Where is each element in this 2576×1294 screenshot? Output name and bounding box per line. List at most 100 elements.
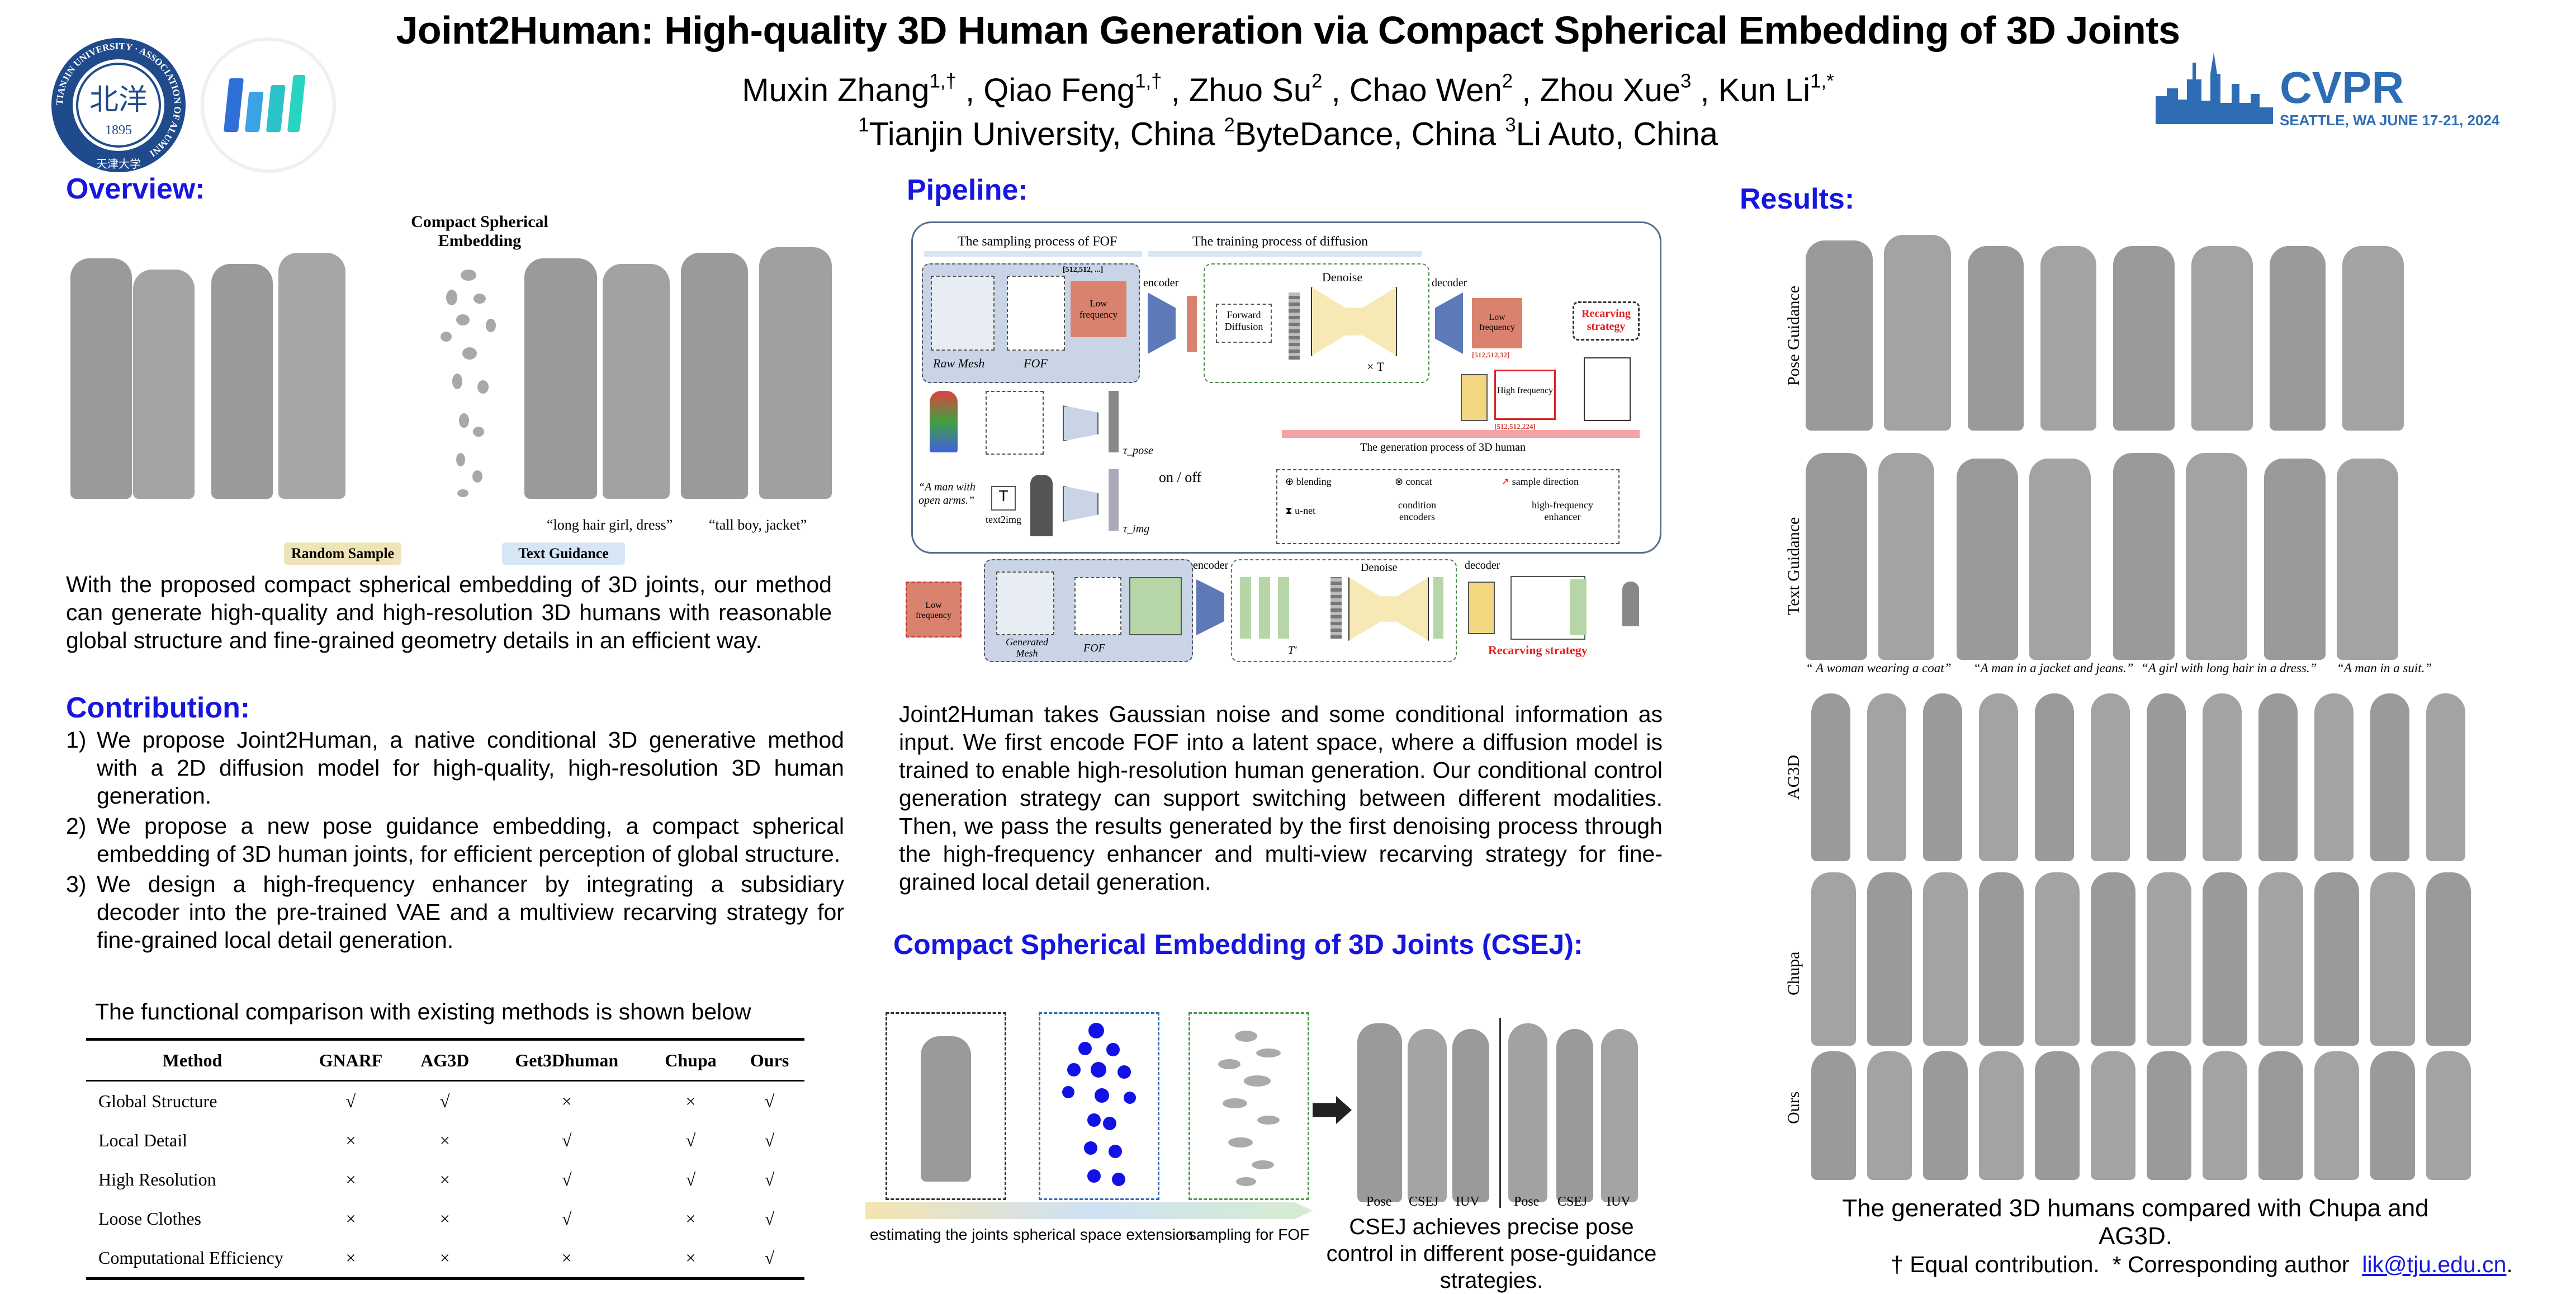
- svg-text:JUNE 17-21, 2024: JUNE 17-21, 2024: [2379, 112, 2500, 129]
- result-quote: “A girl with long hair in a dress.”: [2141, 661, 2317, 675]
- col-header: GNARF: [299, 1041, 403, 1082]
- seattle-skyline-icon: CVPR SEATTLE, WA JUNE 17-21, 2024: [2156, 53, 2513, 129]
- comparison-table: Method GNARF AG3D Get3Dhuman Chupa Ours …: [86, 1038, 804, 1280]
- decoder-label: decoder: [1432, 277, 1467, 289]
- human-figure: [2342, 246, 2404, 431]
- human-figure: [1923, 693, 1962, 861]
- human-figure: [1556, 1029, 1593, 1202]
- email-link[interactable]: lik@tju.edu.cn: [2362, 1252, 2507, 1277]
- joints-cube: [886, 1012, 1006, 1200]
- human-figure: [524, 258, 597, 499]
- human-figure: [2314, 1051, 2359, 1180]
- overview-figure: Compact Spherical Embedding “long hair g…: [66, 208, 849, 566]
- joint-spheres-icon: [1062, 1023, 1136, 1186]
- right-arrow-icon: [1313, 1096, 1352, 1124]
- recarving-box: Recarving strategy: [1573, 301, 1640, 341]
- lab-logo-icon: [201, 37, 336, 173]
- fof-panel: Raw Mesh FOF Low frequency [512,512, ...…: [922, 263, 1140, 383]
- high-frequency-block: [1129, 577, 1182, 635]
- human-figure: [921, 1036, 971, 1182]
- row-label: Pose Guidance: [1784, 285, 1803, 386]
- human-figure: [1811, 693, 1850, 861]
- hf-decoder-block: [1461, 374, 1488, 421]
- row-label: Ours: [1784, 1091, 1803, 1124]
- human-icon: [1584, 357, 1631, 421]
- affiliation-list: 1Tianjin University, China 2ByteDance, C…: [858, 114, 1718, 153]
- human-figure: [1867, 1051, 1912, 1180]
- encoder-block: [1196, 579, 1224, 635]
- col-label: CSEJ: [1557, 1194, 1588, 1209]
- diffusion-panel: Forward Diffusion Denoise × T: [1204, 263, 1429, 383]
- human-figure: [2040, 246, 2096, 431]
- human-figure: [1867, 872, 1912, 1046]
- col-label: IUV: [1456, 1194, 1480, 1209]
- result-quote: “ A woman wearing a coat”: [1806, 661, 1952, 675]
- footer-notes: † Equal contribution. * Corresponding au…: [1891, 1252, 2513, 1277]
- human-figure: [2091, 872, 2135, 1046]
- human-figure: [2113, 246, 2175, 431]
- spherical-embedding-icon: [441, 270, 496, 497]
- sampling-label: The sampling process of FOF: [958, 234, 1117, 249]
- university-logo: TIANJIN UNIVERSITY · ASSOCIATION OF ALUM…: [49, 36, 188, 174]
- encoder-label: encoder: [1143, 277, 1179, 289]
- contribution-item: 3) We design a high-frequency enhancer b…: [66, 871, 844, 953]
- human-figure: [1923, 872, 1968, 1046]
- divider: [1499, 1018, 1501, 1208]
- human-figure: [2035, 872, 2080, 1046]
- human-figure: [2314, 693, 2354, 861]
- human-figure: [2091, 693, 2130, 861]
- quote-label: “long hair girl, dress”: [547, 517, 673, 533]
- raw-mesh-label: Raw Mesh: [933, 356, 985, 370]
- human-figure: [2029, 459, 2091, 660]
- equal-contribution-note: † Equal contribution.: [1891, 1252, 2100, 1277]
- text2img-icon: T: [991, 486, 1016, 511]
- human-figure: [2426, 1051, 2471, 1180]
- table-intro: The functional comparison with existing …: [95, 999, 751, 1024]
- human-figure: [211, 264, 273, 499]
- human-figure: [2186, 453, 2247, 660]
- human-figure: [1878, 453, 1934, 660]
- university-seal-icon: TIANJIN UNIVERSITY · ASSOCIATION OF ALUM…: [51, 38, 186, 172]
- decoder-label: decoder: [1465, 559, 1500, 572]
- noise-block: [1289, 292, 1300, 360]
- sampling-arrow: [924, 251, 1142, 257]
- low-frequency-output: Low frequency: [1472, 298, 1522, 348]
- human-figure: [1923, 1051, 1968, 1180]
- col-label: Pose: [1514, 1194, 1540, 1209]
- human-figure: [1601, 1029, 1638, 1202]
- tau-pose-label: τ_pose: [1123, 445, 1153, 457]
- author-3: Zhuo Su2: [1188, 70, 1323, 109]
- step-label: sampling for FOF: [1188, 1226, 1310, 1243]
- fof-label: FOF: [1083, 642, 1105, 654]
- generated-mesh-panel: Generated Mesh FOF: [984, 559, 1193, 662]
- denoise-label: Denoise: [1322, 270, 1363, 284]
- author-6: Kun Li1,*: [1718, 70, 1834, 109]
- table-header-row: Method GNARF AG3D Get3Dhuman Chupa Ours: [86, 1041, 804, 1082]
- sphere-cube: [1039, 1012, 1159, 1200]
- reference-human: [1030, 475, 1053, 536]
- cvpr-logo: CVPR SEATTLE, WA JUNE 17-21, 2024: [2156, 40, 2513, 130]
- author-4: Chao Wen2: [1349, 70, 1513, 109]
- training-arrow: [1148, 251, 1422, 257]
- hf-decoder-block: [1468, 582, 1495, 634]
- results-grid: Pose Guidance Text Guidance AG3D Chupa O…: [1778, 229, 2493, 1186]
- human-figure: [603, 264, 670, 499]
- latent-bar: [1187, 296, 1197, 352]
- dims-label: [512,512,224]: [1494, 422, 1536, 431]
- human-figure: [1957, 459, 2018, 660]
- xT-label: × T: [1367, 360, 1384, 374]
- result-quote: “A man in a suit.”: [2337, 661, 2432, 675]
- human-figure: [2370, 1051, 2415, 1180]
- table-row: Computational Efficiency × × × × √: [98, 1247, 775, 1268]
- training-label: The training process of diffusion: [1192, 234, 1368, 249]
- svg-text:天津大学: 天津大学: [96, 157, 141, 171]
- csej-figure: estimating the joints spherical space ex…: [865, 995, 1693, 1293]
- latent-bars: [1240, 577, 1296, 639]
- noise-block: [1330, 577, 1342, 639]
- row-label: Chupa: [1784, 951, 1803, 995]
- human-figure: [2337, 459, 2398, 660]
- fof-label: FOF: [1024, 356, 1048, 370]
- col-label: IUV: [1607, 1194, 1631, 1209]
- human-figure: [2035, 693, 2074, 861]
- legend-cond: condition encoders: [1398, 499, 1436, 522]
